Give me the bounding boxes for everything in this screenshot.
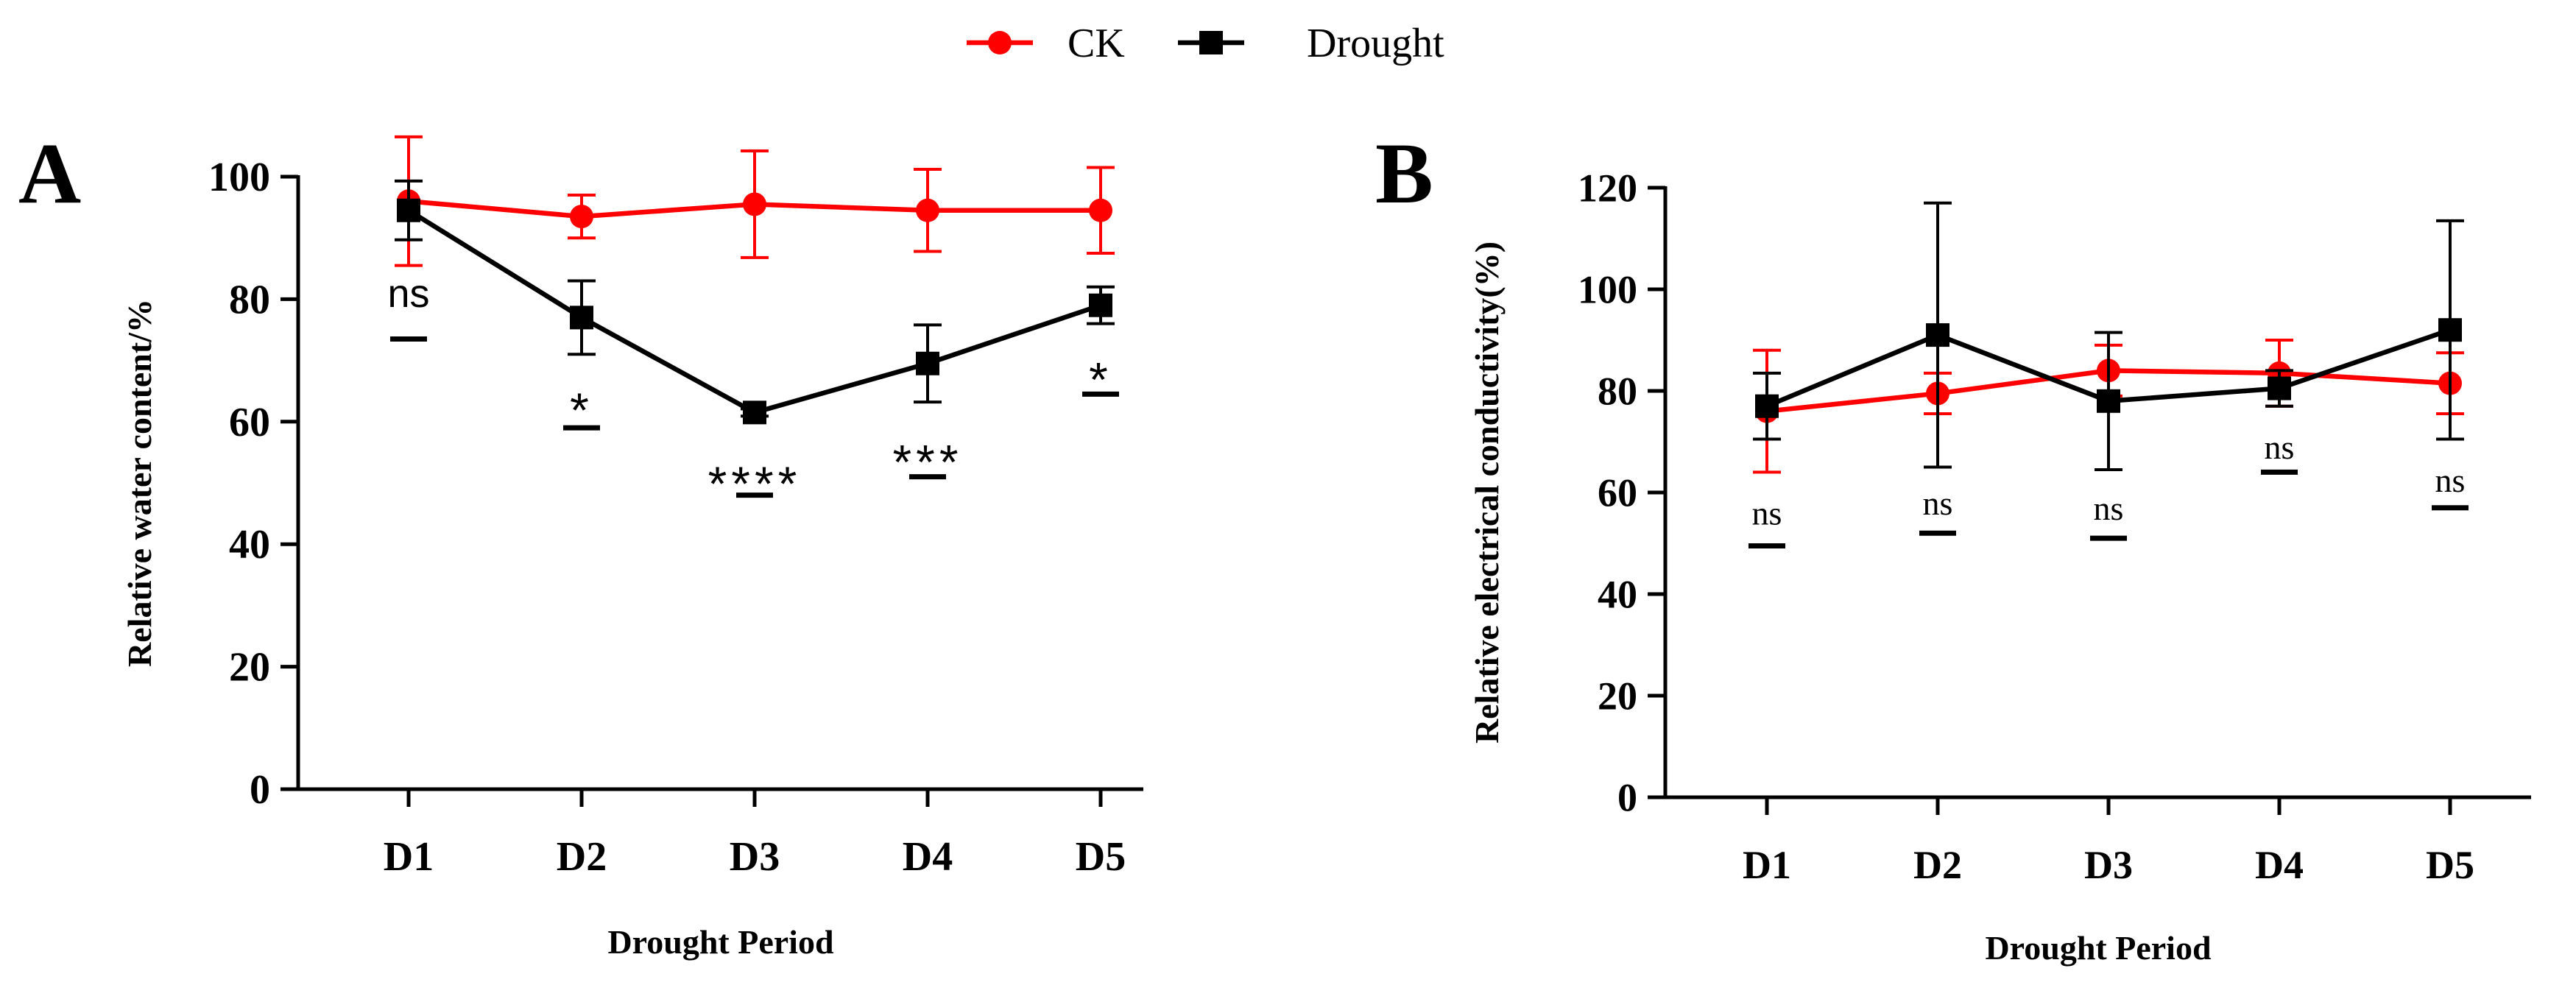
series-drought xyxy=(395,179,1115,425)
legend-item-drought: Drought xyxy=(1178,21,1444,66)
y-tick-label: 20 xyxy=(1598,674,1637,718)
significance-label: * xyxy=(1089,352,1112,406)
y-tick-label: 40 xyxy=(1598,572,1637,616)
x-tick-label: D5 xyxy=(2426,843,2474,887)
data-point xyxy=(1089,293,1112,317)
significance-label: ns xyxy=(1923,484,1953,522)
legend-square-marker xyxy=(1199,31,1223,54)
y-axis-title: Relative water content/% xyxy=(121,299,158,667)
data-point xyxy=(2438,318,2462,342)
series-drought xyxy=(1753,201,2464,471)
data-point xyxy=(743,192,766,216)
series-ck xyxy=(395,135,1115,267)
panel-label: A xyxy=(18,125,81,222)
significance-label: ns xyxy=(2265,428,2295,466)
significance-label: ns xyxy=(2094,490,2124,527)
y-tick-label: 100 xyxy=(1578,267,1637,311)
panel-label: B xyxy=(1375,125,1433,222)
significance-label: *** xyxy=(892,435,962,490)
legend-label: CK xyxy=(1068,21,1125,66)
y-tick-label: 80 xyxy=(229,277,270,322)
data-point xyxy=(1755,394,1779,418)
panel-b-chart: B 0 20 40 60 80 100 120 D1 D2 D3 D4 D5 Drought Period… xyxy=(1375,125,2531,967)
x-tick-label: D4 xyxy=(2255,843,2304,887)
y-tick-label: 0 xyxy=(1617,775,1637,819)
x-tick-label: D2 xyxy=(557,834,607,880)
x-tick-label: D3 xyxy=(730,834,780,880)
x-axis-title: Drought Period xyxy=(1985,929,2212,967)
y-tick-label: 60 xyxy=(1598,470,1637,515)
y-tick-label: 80 xyxy=(1598,369,1637,413)
x-tick-label: D1 xyxy=(1743,843,1791,887)
significance-label: **** xyxy=(708,456,802,511)
data-point xyxy=(916,351,939,375)
significance-label: ns xyxy=(387,272,429,316)
data-point xyxy=(2268,376,2291,400)
x-tick-label: D2 xyxy=(1913,843,1962,887)
y-tick-label: 40 xyxy=(229,522,270,568)
legend-circle-marker xyxy=(988,31,1012,54)
data-point xyxy=(397,198,420,222)
data-point xyxy=(1089,198,1112,222)
significance-label: ns xyxy=(2435,462,2466,499)
y-tick-label: 120 xyxy=(1578,166,1637,210)
x-axis-title: Drought Period xyxy=(607,923,834,961)
legend-label: Drought xyxy=(1307,21,1444,66)
data-point xyxy=(2097,389,2120,413)
significance-label: ns xyxy=(1752,495,1782,532)
y-axis-title: Relative electrical conductivity(%) xyxy=(1468,241,1506,744)
data-point xyxy=(570,205,593,229)
y-tick-label: 20 xyxy=(229,645,270,691)
x-tick-label: D4 xyxy=(903,834,953,880)
y-tick-label: 0 xyxy=(250,767,270,813)
data-point xyxy=(916,198,939,222)
y-tick-label: 100 xyxy=(208,155,270,200)
y-tick-label: 60 xyxy=(229,400,270,445)
x-tick-label: D3 xyxy=(2084,843,2133,887)
panel-a-chart: A 0 20 40 60 80 100 D1 D2 D3 D4 D5 Drought Period Rel… xyxy=(18,125,1143,961)
legend: CK Drought xyxy=(967,21,1444,66)
legend-item-ck: CK xyxy=(967,21,1125,66)
data-point xyxy=(1926,323,1949,347)
x-tick-label: D5 xyxy=(1076,834,1126,880)
data-point xyxy=(570,306,593,330)
data-point xyxy=(743,400,766,425)
x-tick-label: D1 xyxy=(384,834,434,880)
